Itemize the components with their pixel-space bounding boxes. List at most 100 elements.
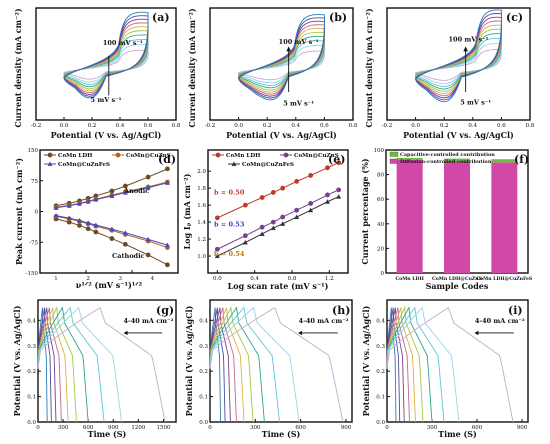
panel-g-xtick-label: 1200 [131, 425, 145, 431]
gcd-curve [386, 306, 445, 423]
series-cathodic-point [164, 242, 170, 248]
legend-marker [47, 152, 53, 158]
gcd-curve [386, 306, 514, 423]
panel-d-xtick-value: 1 [54, 276, 58, 282]
series-point [259, 224, 265, 230]
panel-f-ytick-label: 0 [381, 271, 385, 277]
panel-e-ytick-label: 1.2 [197, 237, 206, 243]
gcd-curve [37, 306, 166, 423]
panel-g-xtick-label: 600 [83, 425, 94, 431]
cathodic-label: Cathodic [112, 252, 144, 260]
gcd-curve [386, 307, 397, 423]
gcd-curve [209, 307, 237, 423]
panel-i-ytick-label: 0.2 [376, 369, 385, 375]
legend-marker [215, 152, 221, 158]
panel-i-xtick-label: 0 [385, 425, 389, 431]
panel-label-b: (b) [329, 11, 347, 24]
gcd-curve [386, 305, 424, 423]
legend-label: CoMn@CuZnS [294, 152, 339, 159]
gcd-curve [386, 307, 416, 423]
panel-g-ytick-label: 0.1 [27, 395, 36, 401]
high-scan-rate-label: 100 mV s⁻¹ [103, 39, 143, 47]
panel-h-xlabel: Time (S) [262, 429, 301, 439]
gcd-curve [209, 306, 254, 423]
plot-frame [209, 7, 354, 121]
slope-label: b = 0.54 [214, 250, 245, 258]
gcd-curve [37, 305, 77, 423]
panel-i-ytick-label: 0.4 [376, 318, 385, 324]
panel-e-ylabel: Log Iₚ (mA cm⁻²) [182, 173, 192, 249]
anodic-label: Anodic [123, 187, 149, 195]
panel-d-xtick-value: 4 [151, 276, 155, 282]
panel-i-ylabel: Potential (V vs. Ag/AgCl) [361, 305, 371, 416]
panel-label-f: (f) [514, 153, 529, 166]
panel-e-ytick-label: 1.6 [197, 203, 206, 209]
gcd-curve [37, 306, 105, 423]
panel-d-ytick-label: 150 [28, 148, 39, 154]
panel-i-xtick-label: 900 [517, 425, 528, 431]
gcd-curve [386, 307, 410, 423]
panel-c-xtick-label: 0.8 [526, 123, 535, 129]
panel-d-xtick-value: 2 [86, 276, 90, 282]
series-point [259, 195, 265, 200]
series-anodic-point [122, 183, 128, 189]
series-cathodic-point [122, 230, 128, 235]
panel-c-xtick-label: 0.0 [411, 123, 420, 129]
arrow-head [123, 330, 128, 336]
cv-curve [415, 28, 502, 92]
gcd-curve [37, 307, 52, 423]
series-anodic-point [76, 201, 83, 206]
legend-marker [47, 161, 53, 167]
cv-curve [238, 45, 325, 84]
panel-h-xtick-label: 300 [250, 425, 261, 431]
cv-curve [415, 43, 502, 85]
gcd-curve [37, 306, 123, 423]
gcd-curve [37, 307, 62, 423]
panel-g-ytick-label: 0.3 [27, 344, 36, 350]
gcd-curve [209, 307, 222, 423]
panel-d-ytick-label: 75 [31, 179, 38, 185]
bar-capacitive [396, 157, 423, 160]
bar-diffusion [491, 162, 518, 273]
series-cathodic-point [109, 226, 115, 232]
panel-e-xtick-label: 1.2 [325, 276, 334, 282]
panel-i-ytick-label: 0.0 [376, 420, 385, 426]
panel-c-xtick-label: 0.6 [497, 123, 506, 129]
gcd-curve [37, 307, 57, 423]
series-anodic-point [66, 203, 72, 208]
panel-g-xtick-label: 300 [58, 425, 69, 431]
category-label: CoMn LDH [396, 276, 425, 282]
panel-c-ylabel: Current density (mA cm⁻²) [364, 8, 374, 127]
gcd-curve [209, 307, 231, 423]
series-anodic-point [165, 166, 170, 172]
gcd-curve [386, 307, 401, 423]
arrow-head [474, 330, 479, 336]
series-anodic-point [85, 199, 91, 204]
series-point [308, 201, 314, 206]
panel-e: 0.0 0.4 0.8 1.2 2.0 1.8 1.6 1.4 1.2 1.0 b = 0.50 b … [182, 149, 349, 291]
panel-a-ylabel: Current density (mA cm⁻²) [13, 8, 23, 127]
low-scan-rate-label: 5 mV s⁻¹ [460, 98, 491, 106]
gcd-curve [37, 306, 89, 423]
panel-f-ytick-label: 100 [374, 148, 385, 154]
panel-e-xlabel: Log scan rate (mV s⁻¹) [228, 281, 329, 291]
series-point [270, 190, 276, 195]
series-point [325, 165, 330, 171]
gcd-curve [209, 306, 265, 423]
legend-label: Capacitive-controlled contribution [400, 152, 495, 158]
bar-capacitive [444, 158, 470, 162]
panel-e-ytick-label: 1.0 [197, 254, 206, 260]
panel-g-xtick-label: 0 [36, 425, 40, 431]
cv-curve [415, 37, 502, 87]
panel-b-xtick-label: 0.8 [349, 123, 358, 129]
panel-d-ytick-label: 0 [35, 210, 39, 216]
gcd-curve [209, 307, 226, 423]
series-point [336, 194, 342, 199]
panel-d-ytick-label: -75 [29, 240, 38, 246]
series-anodic-point [145, 185, 151, 190]
series-point [214, 215, 220, 221]
panel-e-xtick-label: 0.4 [250, 276, 259, 282]
cv-curve [238, 40, 325, 86]
slope-label: b = 0.50 [214, 188, 245, 196]
